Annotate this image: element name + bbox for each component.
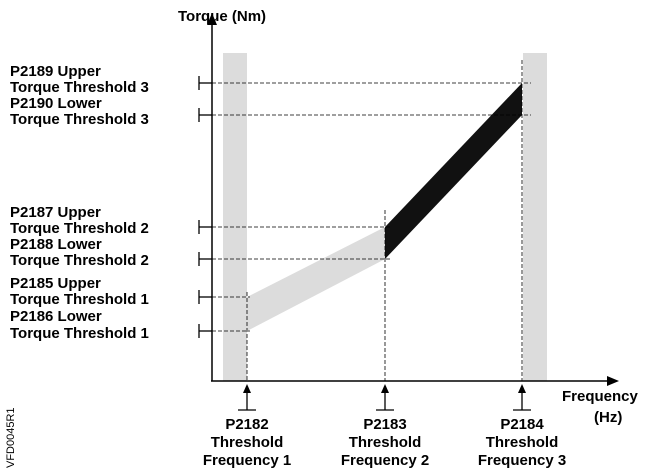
x-axis-title-line2: (Hz) — [594, 409, 622, 426]
x-label-p2183-line2: Threshold — [349, 434, 422, 451]
y-axis — [207, 13, 217, 381]
y-axis-title: Torque (Nm) — [178, 8, 266, 25]
y-label-p2185-line1: P2185 Upper — [10, 275, 101, 292]
y-label-p2187-line1: P2187 Upper — [10, 204, 101, 221]
y-label-p2188-line1: P2188 Lower — [10, 236, 102, 253]
y-label-p2190-line1: P2190 Lower — [10, 95, 102, 112]
x-label-markers — [238, 392, 531, 411]
y-label-p2188-line2: Torque Threshold 2 — [10, 252, 149, 269]
y-label-p2187-line2: Torque Threshold 2 — [10, 220, 149, 237]
x-label-p2184: P2184 Threshold Frequency 3 — [478, 416, 566, 469]
torque-band-2 — [385, 83, 522, 259]
y-label-p2188: P2188 Lower Torque Threshold 2 — [10, 236, 149, 269]
x-label-p2183-line1: P2183 — [363, 416, 406, 433]
figure-id: VFD0045R1 — [5, 407, 17, 468]
x-label-p2184-line3: Frequency 3 — [478, 452, 566, 469]
x-label-p2182: P2182 Threshold Frequency 1 — [203, 416, 291, 469]
x-label-p2182-line3: Frequency 1 — [203, 452, 291, 469]
y-label-p2189: P2189 Upper Torque Threshold 3 — [10, 63, 149, 96]
x-label-p2182-line2: Threshold — [211, 434, 284, 451]
x-axis-arrow-icon — [607, 376, 619, 386]
y-label-p2185-line2: Torque Threshold 1 — [10, 291, 149, 308]
x-axis — [211, 376, 619, 386]
y-label-p2186-line1: P2186 Lower — [10, 308, 102, 325]
y-label-markers — [198, 76, 212, 338]
y-label-p2190: P2190 Lower Torque Threshold 3 — [10, 95, 149, 128]
y-label-p2189-line2: Torque Threshold 3 — [10, 79, 149, 96]
low-frequency-zone — [223, 53, 247, 381]
horizontal-guides — [212, 82, 531, 332]
x-label-p2182-line1: P2182 — [225, 416, 268, 433]
y-label-p2189-line1: P2189 Upper — [10, 63, 101, 80]
x-label-arrow-icons — [243, 384, 526, 393]
x-label-p2183-line3: Frequency 2 — [341, 452, 429, 469]
y-label-p2190-line2: Torque Threshold 3 — [10, 111, 149, 128]
vertical-guides — [246, 60, 523, 381]
x-label-p2183: P2183 Threshold Frequency 2 — [341, 416, 429, 469]
high-frequency-zone — [523, 53, 547, 381]
torque-band-1 — [247, 227, 385, 331]
x-axis-title-line1: Frequency — [562, 388, 639, 405]
y-label-p2186: P2186 Lower Torque Threshold 1 — [10, 308, 149, 342]
x-label-p2184-line1: P2184 — [500, 416, 544, 433]
y-label-p2185: P2185 Upper Torque Threshold 1 — [10, 275, 149, 308]
y-axis-arrow-icon — [207, 13, 217, 25]
y-label-p2187: P2187 Upper Torque Threshold 2 — [10, 204, 149, 237]
x-label-p2184-line2: Threshold — [486, 434, 559, 451]
y-label-p2186-line2: Torque Threshold 1 — [10, 325, 149, 342]
